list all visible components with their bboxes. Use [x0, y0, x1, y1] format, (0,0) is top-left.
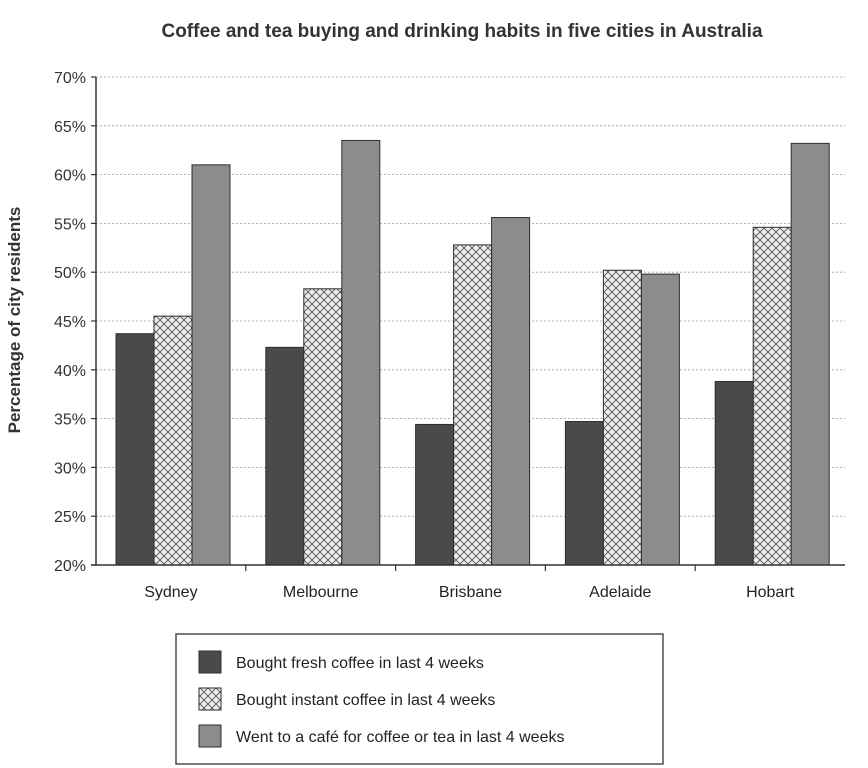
bar-melbourne-series-2 [303, 288, 343, 566]
bar-sydney-series-3 [191, 164, 231, 566]
bar-hobart-series-3 [790, 142, 830, 566]
bar-brisbane-series-1 [415, 423, 455, 566]
y-axis-ticks: 20% 25% 30% 35% 40% 45% 50% 55% 60% 65% 70% [54, 70, 96, 575]
legend-swatch [198, 650, 222, 674]
y-tick-label: 30% [54, 460, 86, 477]
y-axis-label: Percentage of city residents [5, 207, 24, 434]
axes [91, 77, 845, 571]
y-tick-label: 45% [54, 314, 86, 331]
legend-label: Bought instant coffee in last 4 weeks [236, 692, 495, 709]
y-tick-label: 20% [54, 558, 86, 575]
legend-label: Bought fresh coffee in last 4 weeks [236, 655, 484, 672]
bar-hobart-series-2 [752, 226, 792, 566]
bar-sydney-series-1 [115, 333, 155, 566]
bar-brisbane-series-2 [453, 244, 493, 566]
x-category-label: Sydney [144, 584, 197, 601]
y-tick-label: 35% [54, 412, 86, 429]
legend-label: Went to a café for coffee or tea in last… [236, 729, 564, 746]
legend-swatch [198, 724, 222, 748]
y-tick-label: 60% [54, 168, 86, 185]
y-tick-label: 65% [54, 119, 86, 136]
y-tick-label: 25% [54, 509, 86, 526]
bar-sydney-series-2 [153, 315, 193, 566]
x-category-label: Brisbane [439, 584, 502, 601]
x-category-label: Hobart [746, 584, 795, 601]
y-tick-label: 40% [54, 363, 86, 380]
legend: Bought fresh coffee in last 4 weeks Bough… [175, 633, 664, 765]
y-tick-label: 50% [54, 265, 86, 282]
bar-hobart-series-1 [714, 381, 754, 566]
bar-adelaide-series-1 [564, 421, 604, 566]
bars [115, 139, 830, 566]
bar-adelaide-series-3 [640, 273, 680, 566]
bar-melbourne-series-1 [265, 346, 305, 566]
x-category-label: Melbourne [283, 584, 359, 601]
bar-adelaide-series-2 [602, 269, 642, 566]
chart-title: Coffee and tea buying and drinking habit… [161, 21, 762, 42]
legend-swatch [198, 687, 222, 711]
legend-box [175, 633, 664, 765]
x-category-label: Adelaide [589, 584, 651, 601]
bar-brisbane-series-3 [491, 217, 531, 566]
y-tick-label: 70% [54, 70, 86, 87]
bar-melbourne-series-3 [341, 139, 381, 566]
x-axis-categories: Sydney Melbourne Brisbane Adelaide Hobart [144, 584, 794, 601]
y-tick-label: 55% [54, 216, 86, 233]
